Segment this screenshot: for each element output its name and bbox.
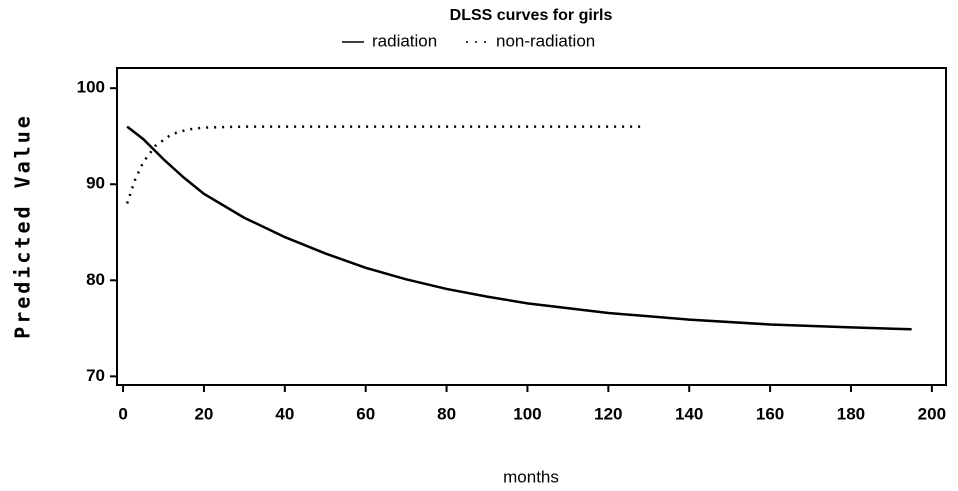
x-tick-label: 100 bbox=[513, 404, 541, 423]
legend-label: radiation bbox=[372, 31, 437, 50]
x-tick-label: 80 bbox=[437, 404, 456, 423]
x-tick-label: 40 bbox=[275, 404, 294, 423]
legend-label: non-radiation bbox=[496, 31, 595, 50]
x-tick-label: 180 bbox=[837, 404, 865, 423]
x-axis-label: months bbox=[503, 467, 559, 486]
y-tick-label: 90 bbox=[86, 174, 105, 193]
x-tick-label: 120 bbox=[594, 404, 622, 423]
x-tick-label: 20 bbox=[194, 404, 213, 423]
series-line bbox=[125, 125, 645, 204]
plot-frame bbox=[116, 67, 947, 386]
y-tick-label: 70 bbox=[86, 366, 105, 385]
x-tick-label: 160 bbox=[756, 404, 784, 423]
y-axis-label: Predicted Value bbox=[11, 113, 35, 339]
series-line bbox=[126, 125, 912, 331]
x-tick-label: 140 bbox=[675, 404, 703, 423]
y-tick-label: 100 bbox=[77, 78, 105, 97]
y-tick-label: 80 bbox=[86, 270, 105, 289]
chart-title: DLSS curves for girls bbox=[450, 7, 613, 24]
x-tick-label: 0 bbox=[118, 404, 127, 423]
x-tick-label: 60 bbox=[356, 404, 375, 423]
x-tick-label: 200 bbox=[918, 404, 946, 423]
